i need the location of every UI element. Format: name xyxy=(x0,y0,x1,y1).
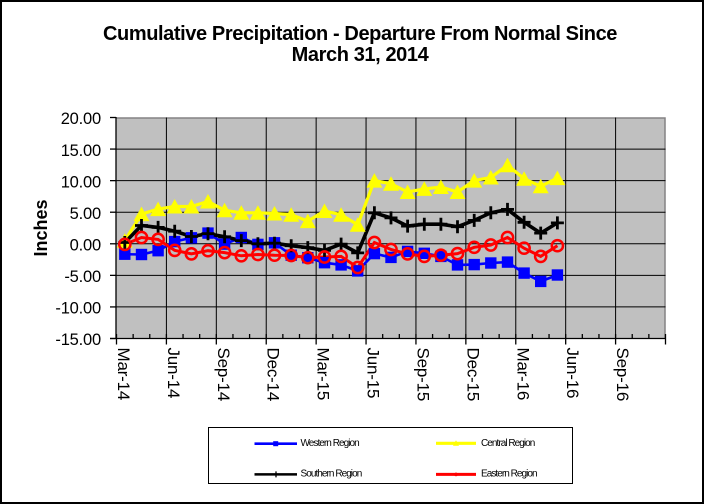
svg-text:Inches: Inches xyxy=(31,199,51,256)
svg-text:Jun-16: Jun-16 xyxy=(563,348,582,399)
svg-text:Sep-16: Sep-16 xyxy=(613,348,632,402)
svg-text:15.00: 15.00 xyxy=(61,142,101,160)
svg-text:10.00: 10.00 xyxy=(61,173,101,191)
svg-text:0.00: 0.00 xyxy=(70,236,101,254)
svg-text:Sep-15: Sep-15 xyxy=(414,348,433,402)
svg-text:-5.00: -5.00 xyxy=(64,268,101,286)
svg-text:Dec-15: Dec-15 xyxy=(463,348,482,402)
svg-text:Dec-14: Dec-14 xyxy=(264,348,283,402)
svg-text:5.00: 5.00 xyxy=(70,205,101,223)
svg-text:Eastern Region: Eastern Region xyxy=(481,469,537,480)
svg-text:Central Region: Central Region xyxy=(481,438,535,449)
svg-text:Mar-14: Mar-14 xyxy=(114,348,133,401)
svg-text:Jun-15: Jun-15 xyxy=(364,348,383,399)
svg-text:Sep-14: Sep-14 xyxy=(214,348,233,402)
svg-text:Jun-14: Jun-14 xyxy=(164,348,183,399)
svg-text:March 31, 2014: March 31, 2014 xyxy=(292,44,430,66)
svg-text:Cumulative Precipitation - Dep: Cumulative Precipitation - Departure Fro… xyxy=(103,23,617,45)
svg-text:Mar-15: Mar-15 xyxy=(314,348,333,401)
svg-text:20.00: 20.00 xyxy=(61,110,101,128)
svg-text:-15.00: -15.00 xyxy=(55,331,101,349)
svg-text:-10.00: -10.00 xyxy=(55,300,101,318)
svg-text:Southern Region: Southern Region xyxy=(301,469,362,480)
svg-text:Mar-16: Mar-16 xyxy=(513,348,532,401)
svg-text:Western Region: Western Region xyxy=(301,438,360,449)
